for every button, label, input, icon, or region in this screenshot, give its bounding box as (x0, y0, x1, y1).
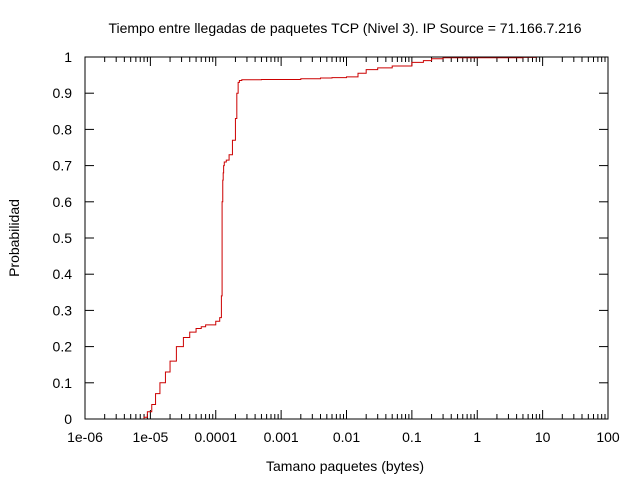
x-tick-label: 1e-05 (132, 429, 168, 445)
y-tick-label: 0.9 (53, 85, 73, 101)
y-tick-label: 0.6 (53, 194, 73, 210)
x-tick-label: 0.0001 (194, 429, 237, 445)
y-tick-label: 0.5 (53, 230, 73, 246)
y-tick-label: 0.8 (53, 121, 73, 137)
chart-title: Tiempo entre llegadas de paquetes TCP (N… (108, 20, 581, 36)
x-tick-label: 0.01 (333, 429, 360, 445)
y-tick-label: 0.4 (53, 266, 73, 282)
axis-tick-labels: 0 0.1 0.2 0.3 0.4 0.5 0.6 0.7 0.8 0.9 1 1e-06 1e-05 0… (53, 49, 620, 445)
cdf-series-line (140, 56, 537, 420)
y-tick-label: 0.2 (53, 339, 73, 355)
plot-frame (84, 56, 609, 420)
x-axis-label: Tamano paquetes (bytes) (266, 458, 424, 474)
y-tick-label: 0.3 (53, 302, 73, 318)
y-tick-label: 0.1 (53, 375, 73, 391)
y-axis-label: Probabilidad (6, 199, 22, 277)
x-tick-label: 0.001 (264, 429, 299, 445)
x-tick-label: 0.1 (402, 429, 422, 445)
x-tick-label: 100 (596, 429, 620, 445)
x-tick-label: 1e-06 (67, 429, 103, 445)
x-tick-label: 1 (473, 429, 481, 445)
y-tick-label: 1 (64, 49, 72, 65)
x-tick-label: 10 (535, 429, 551, 445)
y-tick-label: 0.7 (53, 158, 73, 174)
y-tick-label: 0 (64, 411, 72, 427)
